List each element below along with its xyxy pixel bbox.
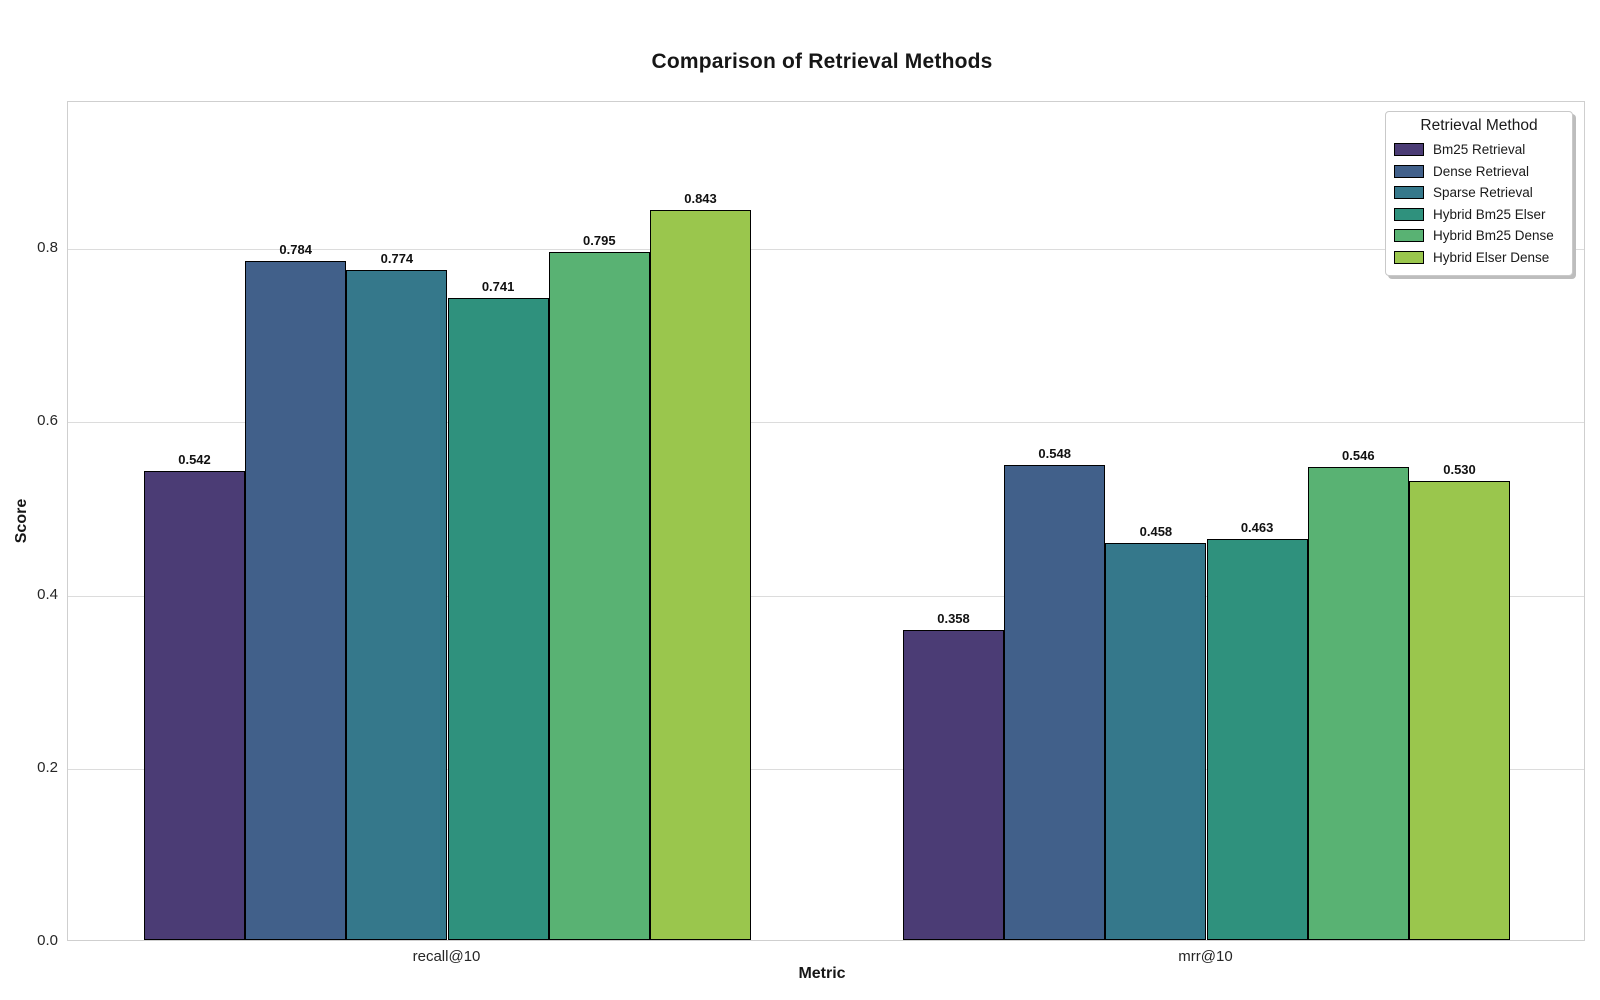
y-tick-label: 0.6: [37, 412, 58, 430]
legend-entry-label: Bm25 Retrieval: [1433, 142, 1526, 158]
bar-mrr@10-bm25-retrieval: [902, 629, 1005, 940]
legend-entry: Hybrid Bm25 Elser: [1394, 204, 1564, 226]
bar-recall@10-hybrid-bm25-dense: [548, 251, 650, 940]
legend: Retrieval Method Bm25 Retrieval Dense Ret…: [1385, 111, 1573, 276]
bar-value-label: 0.795: [583, 232, 616, 248]
legend-swatch-icon: [1394, 164, 1424, 178]
bar-value-label: 0.548: [1038, 446, 1071, 462]
bar-value-label: 0.463: [1240, 520, 1274, 536]
x-tick-label-recall@10: recall@10: [412, 948, 481, 965]
bar-mrr@10-dense-retrieval: [1004, 465, 1106, 940]
legend-entry: Hybrid Bm25 Dense: [1394, 225, 1564, 247]
legend-swatch-icon: [1394, 186, 1424, 200]
bar-mrr@10-sparse-retrieval: [1105, 543, 1207, 940]
legend-entries: Bm25 Retrieval Dense Retrieval Sparse Retr…: [1394, 139, 1564, 268]
y-tick-label: 0.8: [37, 239, 58, 257]
legend-entry-label: Sparse Retrieval: [1433, 185, 1533, 201]
bar-value-label: 0.358: [937, 610, 970, 626]
bar-value-label: 0.542: [178, 451, 211, 467]
chart-title: Comparison of Retrieval Methods: [651, 50, 993, 73]
bar-value-label: 0.741: [481, 279, 515, 295]
bar-mrr@10-hybrid-bm25-dense: [1307, 467, 1409, 940]
legend-swatch-icon: [1394, 143, 1424, 157]
gridline: [68, 422, 1584, 424]
bar-mrr@10-hybrid-bm25-elser: [1206, 539, 1308, 940]
bar-value-label: 0.530: [1443, 462, 1476, 478]
gridline: [68, 595, 1584, 597]
bar-value-label: 0.546: [1342, 448, 1375, 464]
legend-entry: Bm25 Retrieval: [1394, 139, 1564, 161]
bar-recall@10-hybrid-elser-dense: [649, 209, 752, 940]
legend-swatch-icon: [1394, 229, 1424, 243]
bar-value-label: 0.784: [279, 242, 312, 258]
y-tick-label: 0.4: [37, 585, 58, 603]
bar-recall@10-sparse-retrieval: [346, 269, 448, 940]
gridline: [68, 249, 1584, 251]
y-tick-label: 0.2: [37, 758, 58, 776]
x-axis-label: Metric: [798, 965, 846, 982]
y-axis-label: Score: [13, 498, 30, 544]
legend-swatch-icon: [1394, 207, 1424, 221]
bar-recall@10-dense-retrieval: [245, 261, 347, 940]
bar-value-label: 0.458: [1139, 524, 1173, 540]
legend-entry: Hybrid Elser Dense: [1394, 247, 1564, 269]
gridline: [68, 768, 1584, 770]
legend-entry-label: Hybrid Bm25 Dense: [1433, 228, 1554, 244]
legend-title: Retrieval Method: [1420, 117, 1538, 134]
bar-recall@10-hybrid-bm25-elser: [447, 298, 549, 940]
legend-entry: Sparse Retrieval: [1394, 182, 1564, 204]
bar-value-label: 0.774: [380, 250, 414, 266]
legend-entry-label: Hybrid Elser Dense: [1433, 249, 1550, 265]
legend-entry-label: Dense Retrieval: [1433, 163, 1530, 179]
legend-swatch-icon: [1394, 250, 1424, 264]
bar-mrr@10-hybrid-elser-dense: [1408, 481, 1511, 940]
legend-entry: Dense Retrieval: [1394, 161, 1564, 183]
y-tick-label: 0.0: [37, 932, 58, 949]
legend-entry-label: Hybrid Bm25 Elser: [1433, 206, 1546, 222]
bar-recall@10-bm25-retrieval: [143, 470, 246, 940]
bar-value-label: 0.843: [684, 190, 717, 206]
x-tick-label-mrr@10: mrr@10: [1178, 948, 1233, 965]
plot-area: 0.542 0.784 0.774 0.741 0.795 0.843 0.358 0.548…: [67, 101, 1585, 941]
